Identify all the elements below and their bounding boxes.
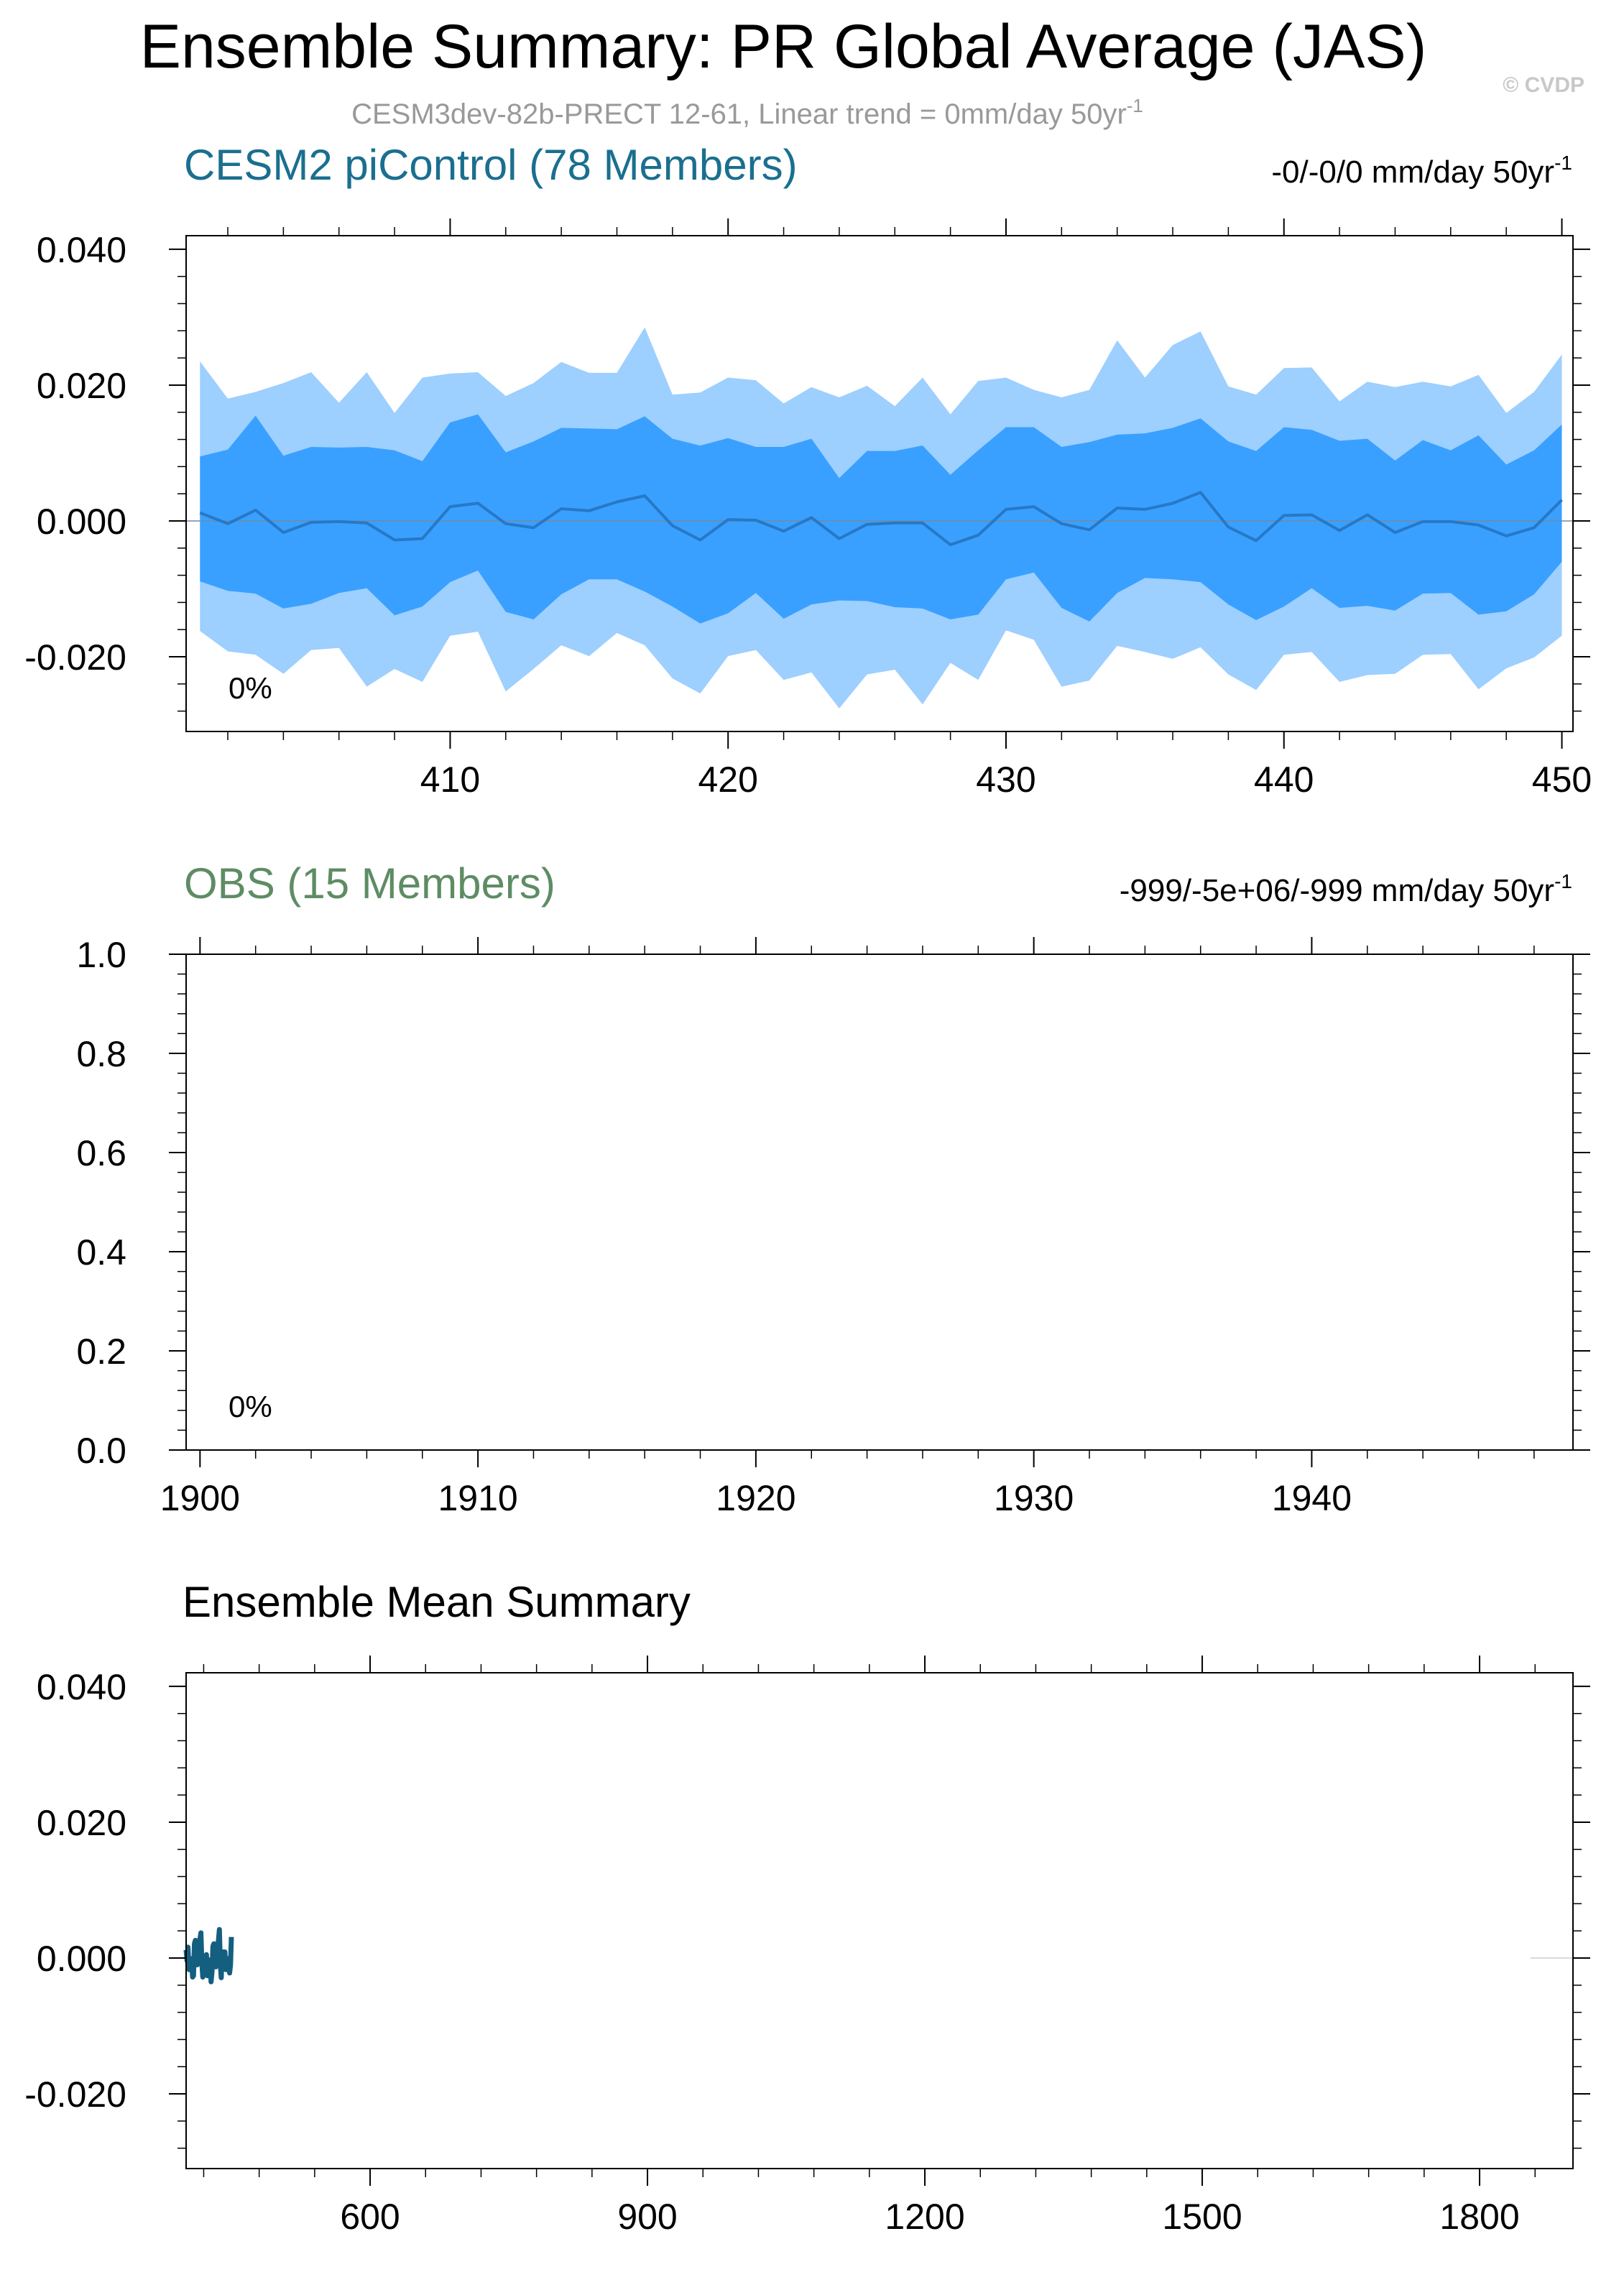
figure-subtitle: CESM3dev-82b-PRECT 12-61, Linear trend =…	[351, 95, 1143, 130]
x-tick-label: 420	[698, 760, 757, 800]
panel-cesm2-trend: -0/-0/0 mm/day 50yr-1	[1271, 152, 1572, 190]
x-tick-label: 900	[617, 2197, 677, 2237]
figure-subtitle-text: CESM3dev-82b-PRECT 12-61, Linear trend =…	[351, 98, 1127, 130]
y-tick-label: 0.6	[76, 1133, 126, 1173]
y-tick-label: 0.4	[76, 1232, 126, 1273]
panel-obs-trend: -999/-5e+06/-999 mm/day 50yr-1	[1120, 870, 1572, 908]
x-tick-label: 600	[340, 2197, 400, 2237]
x-tick-label: 450	[1532, 760, 1592, 800]
panel-obs: OBS (15 Members) -999/-5e+06/-999 mm/day…	[76, 859, 1590, 1518]
copyright-label: © CVDP	[1503, 73, 1584, 97]
panel-cesm2-title: CESM2 piControl (78 Members)	[184, 141, 798, 189]
x-tick-label: 440	[1254, 760, 1314, 800]
panel-cesm2-plot: 410 420 430 440 450 0.040 0.020 0.000 -0.020	[24, 218, 1592, 800]
ensemble-mean-line	[199, 491, 1563, 547]
plot-frame	[185, 235, 1574, 732]
y-tick-label: 0.8	[76, 1034, 126, 1074]
x-tick-label: 1920	[716, 1478, 795, 1518]
panel-summary-plot: 600 900 1200 1500 1800 0.040 0.020 0.000 -0.020	[24, 1656, 1590, 2237]
panel-cesm2-percent: 0%	[229, 671, 272, 705]
panel-obs-plot: 1900 1910 1920 1930 1940 1.0 0.8 0.6 0.4 0.2 0.0	[76, 935, 1590, 1518]
y-tick-label: 0.020	[37, 1803, 126, 1843]
y-tick-label: 0.040	[37, 1667, 126, 1707]
y-tick-label: 0.020	[37, 366, 126, 406]
y-tick-label: 0.040	[37, 230, 126, 270]
plot-frame	[185, 1672, 1574, 2169]
y-tick-label: -0.020	[24, 2074, 126, 2115]
y-tick-label: 0.0	[76, 1431, 126, 1471]
panel-obs-title: OBS (15 Members)	[184, 859, 555, 908]
figure-title: Ensemble Summary: PR Global Average (JAS…	[140, 12, 1427, 81]
x-tick-label: 430	[976, 760, 1035, 800]
panel-obs-trend-sup: -1	[1554, 870, 1572, 892]
y-tick-label: -0.020	[24, 637, 126, 678]
x-tick-label: 1900	[160, 1478, 240, 1518]
panel-cesm2: CESM2 piControl (78 Members) -0/-0/0 mm/…	[24, 141, 1592, 800]
y-tick-label: 1.0	[76, 935, 126, 975]
x-tick-label: 1910	[438, 1478, 517, 1518]
plot-frame	[185, 954, 1574, 1451]
x-tick-label: 1940	[1272, 1478, 1352, 1518]
x-tick-label: 410	[420, 760, 480, 800]
panel-summary-title: Ensemble Mean Summary	[183, 1578, 691, 1626]
panel-cesm2-trend-sup: -1	[1554, 152, 1572, 174]
spread-band-inner	[200, 414, 1562, 624]
y-tick-label: 0.2	[76, 1331, 126, 1372]
summary-mean-line	[183, 1926, 234, 1985]
x-tick-label: 1930	[994, 1478, 1074, 1518]
x-tick-label: 1500	[1162, 2197, 1242, 2237]
panel-summary: Ensemble Mean Summary 600 900 1200 1500 1800…	[24, 1578, 1590, 2237]
panel-cesm2-trend-text: -0/-0/0 mm/day 50yr	[1271, 154, 1554, 190]
panel-obs-trend-text: -999/-5e+06/-999 mm/day 50yr	[1120, 873, 1554, 908]
panel-obs-percent: 0%	[229, 1390, 272, 1423]
x-tick-label: 1200	[885, 2197, 964, 2237]
figure-subtitle-sup: -1	[1127, 95, 1143, 116]
y-tick-label: 0.000	[37, 502, 126, 542]
y-tick-label: 0.000	[37, 1939, 126, 1979]
x-tick-label: 1800	[1439, 2197, 1519, 2237]
